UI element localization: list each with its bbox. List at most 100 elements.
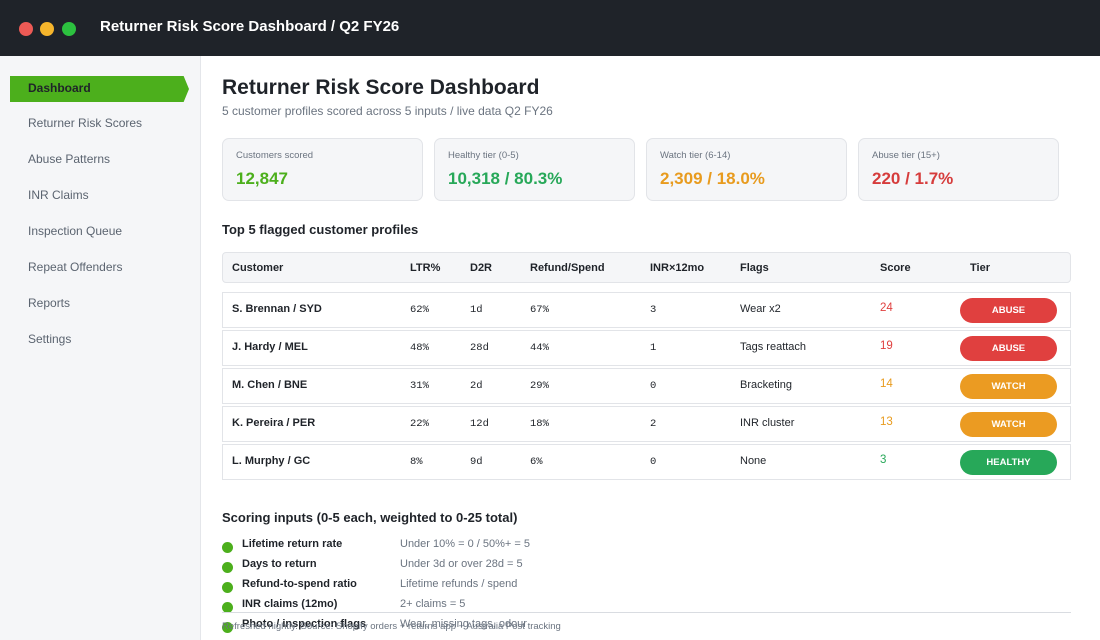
input-rule: Wear, missing tags, odour [400, 618, 527, 630]
cell-refund-spend: 44% [530, 342, 549, 354]
close-window-button[interactable] [19, 22, 33, 36]
cell-flags: None [740, 455, 767, 467]
input-rule: Under 3d or over 28d = 5 [400, 558, 523, 570]
cell-score: 3 [880, 454, 887, 466]
cell-refund-spend: 67% [530, 304, 549, 316]
stat-value: 12,847 [236, 169, 288, 188]
cell-customer: M. Chen / BNE [232, 379, 308, 391]
sidebar-item-inspection-queue[interactable]: Inspection Queue [28, 224, 123, 238]
table-row[interactable]: K. Pereira / PER 22% 12d 18% 2 INR cluster 13 W… [222, 406, 1071, 442]
table-title: Top 5 flagged customer profiles [222, 222, 419, 237]
cell-customer: S. Brennan / SYD [232, 303, 322, 315]
sidebar-item-abuse-patterns[interactable]: Abuse Patterns [28, 152, 111, 166]
cell-ltr: 31% [410, 380, 429, 392]
main-content: Returner Risk Score Dashboard 5 customer… [201, 56, 1100, 640]
sidebar-item-label: Dashboard [28, 81, 91, 95]
table-row[interactable]: J. Hardy / MEL 48% 28d 44% 1 Tags reattach 19 A… [222, 330, 1071, 366]
column-header-score[interactable]: Score [880, 262, 911, 274]
cell-customer: K. Pereira / PER [232, 417, 316, 429]
column-header-inr-12mo[interactable]: INR×12mo [650, 262, 705, 274]
footer-divider [222, 612, 1071, 613]
sidebar-item-dashboard[interactable]: Dashboard [10, 76, 189, 102]
cell-refund-spend: 18% [530, 418, 549, 430]
scoring-inputs-title: Scoring inputs (0-5 each, weighted to 0-… [222, 510, 518, 525]
cell-inr-12mo: 3 [650, 304, 657, 316]
minimize-window-button[interactable] [40, 22, 54, 36]
column-header-customer[interactable]: Customer [232, 262, 284, 274]
input-name: Refund-to-spend ratio [242, 578, 357, 590]
cell-customer: L. Murphy / GC [232, 455, 311, 467]
sidebar-item-returner-risk-scores[interactable]: Returner Risk Scores [28, 116, 143, 130]
cell-inr-12mo: 1 [650, 342, 657, 354]
bullet-icon [222, 582, 233, 593]
input-rule: 2+ claims = 5 [400, 598, 466, 610]
tier-badge[interactable]: WATCH [960, 412, 1057, 437]
bullet-icon [222, 542, 233, 553]
column-header-tier[interactable]: Tier [970, 262, 990, 274]
cell-ltr: 62% [410, 304, 429, 316]
stat-label: Abuse tier (15+) [872, 150, 940, 161]
stat-value: 220 / 1.7% [872, 169, 954, 188]
cell-score: 19 [880, 340, 893, 352]
input-name: Photo / inspection flags [242, 618, 367, 630]
table-row[interactable]: S. Brennan / SYD 62% 1d 67% 3 Wear x2 24 ABUSE [222, 292, 1071, 328]
cell-d2r: 9d [470, 456, 483, 468]
input-rule: Under 10% = 0 / 50%+ = 5 [400, 538, 530, 550]
scoring-input-item: Lifetime return rate Under 10% = 0 / 50%+… [222, 538, 1082, 556]
input-name: Lifetime return rate [242, 538, 343, 550]
footer-note: Refreshed nightly. Source: Shopify order… [222, 621, 561, 632]
title-bar: Returner Risk Score Dashboard / Q2 FY26 [0, 0, 1100, 56]
tier-badge[interactable]: ABUSE [960, 298, 1057, 323]
table-row[interactable]: M. Chen / BNE 31% 2d 29% 0 Bracketing 14 WATCH [222, 368, 1071, 404]
sidebar: Dashboard Returner Risk Scores Abuse Pat… [0, 56, 201, 640]
stat-card-healthy-tier: Healthy tier (0-5) 10,318 / 80.3% [434, 138, 635, 201]
tier-badge[interactable]: ABUSE [960, 336, 1057, 361]
input-rule: Lifetime refunds / spend [400, 578, 518, 590]
stat-value: 10,318 / 80.3% [448, 169, 563, 188]
sidebar-item-repeat-offenders[interactable]: Repeat Offenders [28, 260, 123, 274]
column-header-flags[interactable]: Flags [740, 262, 769, 274]
cell-d2r: 12d [470, 418, 489, 430]
tier-badge[interactable]: WATCH [960, 374, 1057, 399]
tier-badge[interactable]: HEALTHY [960, 450, 1057, 475]
table-row[interactable]: L. Murphy / GC 8% 9d 6% 0 None 3 HEALTHY [222, 444, 1071, 480]
cell-d2r: 28d [470, 342, 489, 354]
cell-inr-12mo: 2 [650, 418, 657, 430]
column-header-refund-spend[interactable]: Refund/Spend [530, 262, 605, 274]
scoring-input-item: Refund-to-spend ratio Lifetime refunds / … [222, 578, 1082, 596]
window-title: Returner Risk Score Dashboard / Q2 FY26 [100, 18, 400, 35]
cell-customer: J. Hardy / MEL [232, 341, 308, 353]
column-header-d2r[interactable]: D2R [470, 262, 493, 274]
scoring-input-item: Photo / inspection flags Wear, missing ta… [222, 618, 1082, 636]
cell-d2r: 2d [470, 380, 483, 392]
cell-score: 13 [880, 416, 893, 428]
input-name: INR claims (12mo) [242, 598, 338, 610]
cell-inr-12mo: 0 [650, 456, 657, 468]
cell-score: 14 [880, 378, 893, 390]
scoring-input-item: INR claims (12mo) 2+ claims = 5 [222, 598, 1082, 616]
input-name: Days to return [242, 558, 317, 570]
stat-label: Customers scored [236, 150, 314, 161]
cell-flags: INR cluster [740, 417, 795, 429]
cell-ltr: 22% [410, 418, 429, 430]
stat-label: Watch tier (6-14) [660, 150, 731, 161]
cell-refund-spend: 29% [530, 380, 549, 392]
stat-card-abuse-tier: Abuse tier (15+) 220 / 1.7% [858, 138, 1059, 201]
column-header-ltr[interactable]: LTR% [410, 262, 441, 274]
stat-label: Healthy tier (0-5) [448, 150, 519, 161]
cell-score: 24 [880, 302, 893, 314]
maximize-window-button[interactable] [62, 22, 76, 36]
scoring-input-item: Days to return Under 3d or over 28d = 5 [222, 558, 1082, 576]
sidebar-item-reports[interactable]: Reports [28, 296, 71, 310]
stat-card-watch-tier: Watch tier (6-14) 2,309 / 18.0% [646, 138, 847, 201]
sidebar-item-inr-claims[interactable]: INR Claims [28, 188, 89, 202]
bullet-icon [222, 602, 233, 613]
cell-ltr: 8% [410, 456, 423, 468]
cell-flags: Tags reattach [740, 341, 807, 353]
sidebar-item-settings[interactable]: Settings [28, 332, 72, 346]
stat-value: 2,309 / 18.0% [660, 169, 765, 188]
cell-flags: Wear x2 [740, 303, 781, 315]
cell-ltr: 48% [410, 342, 429, 354]
stat-card-customers-scored: Customers scored 12,847 [222, 138, 423, 201]
bullet-icon [222, 562, 233, 573]
